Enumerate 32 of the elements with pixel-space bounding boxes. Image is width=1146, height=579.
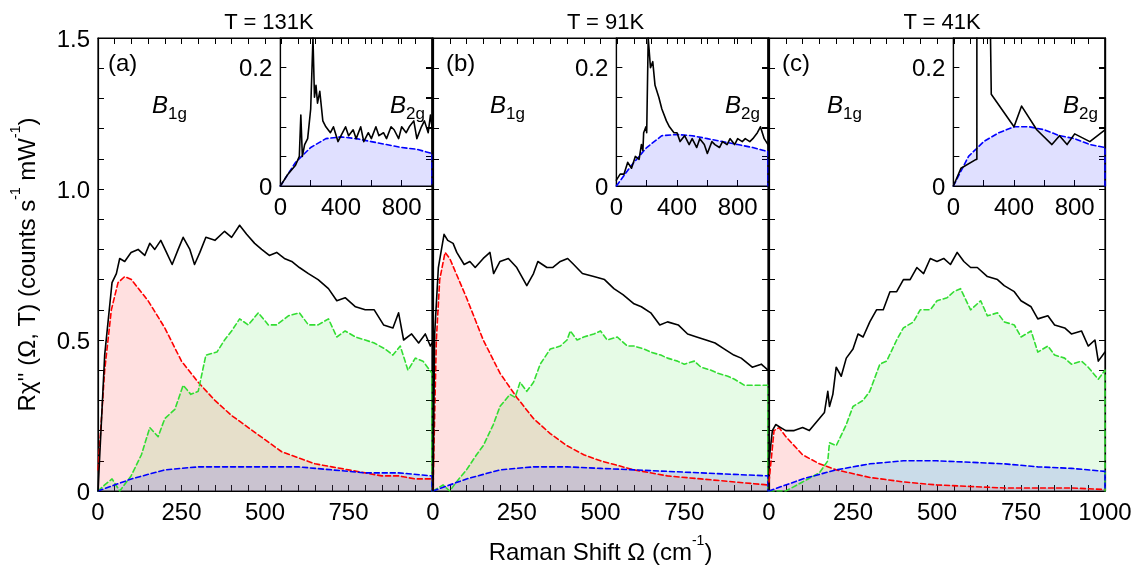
y-tick-label: 0.2 — [238, 54, 273, 82]
x-tick-label: 250 — [496, 497, 537, 525]
y-tick-label: 1.0 — [56, 175, 90, 203]
annotation: (a) — [108, 48, 138, 76]
y-axis-title: Rχ'' (Ω, T) (counts s-1 mW-1) — [7, 117, 40, 412]
x-tick-label: 400 — [320, 192, 362, 220]
x-tick-label: 250 — [832, 497, 874, 525]
x-tick-label: 750 — [1000, 497, 1042, 525]
x-tick-label: 1000 — [1078, 497, 1132, 525]
y-tick-label: 0.5 — [56, 326, 90, 354]
x-tick-label: 250 — [161, 497, 202, 525]
x-tick-label: 750 — [664, 497, 705, 525]
x-tick-label: 400 — [993, 192, 1035, 220]
x-tick-label: 800 — [381, 192, 422, 220]
x-tick-label: 500 — [244, 497, 286, 525]
x-tick-label: 750 — [328, 497, 369, 525]
x-tick-label: 500 — [916, 497, 958, 525]
x-tick-label: 400 — [656, 192, 698, 220]
chart-title: T = 91K — [566, 9, 645, 34]
x-tick-label: 0 — [426, 497, 440, 525]
annotation: (b) — [446, 48, 476, 76]
y-tick-label: 0.2 — [911, 54, 946, 82]
y-tick-label: 0.2 — [574, 54, 609, 82]
y-tick-label: 1.5 — [56, 24, 90, 52]
chart-title: T = 41K — [903, 9, 981, 34]
annotation: (c) — [782, 48, 810, 76]
y-tick-label: 0 — [76, 477, 90, 505]
chart-title: T = 131K — [224, 9, 315, 34]
x-tick-label: 800 — [1054, 192, 1095, 220]
x-tick-label: 500 — [580, 497, 621, 525]
x-tick-label: 0 — [762, 497, 776, 525]
x-tick-label: 800 — [717, 192, 758, 220]
